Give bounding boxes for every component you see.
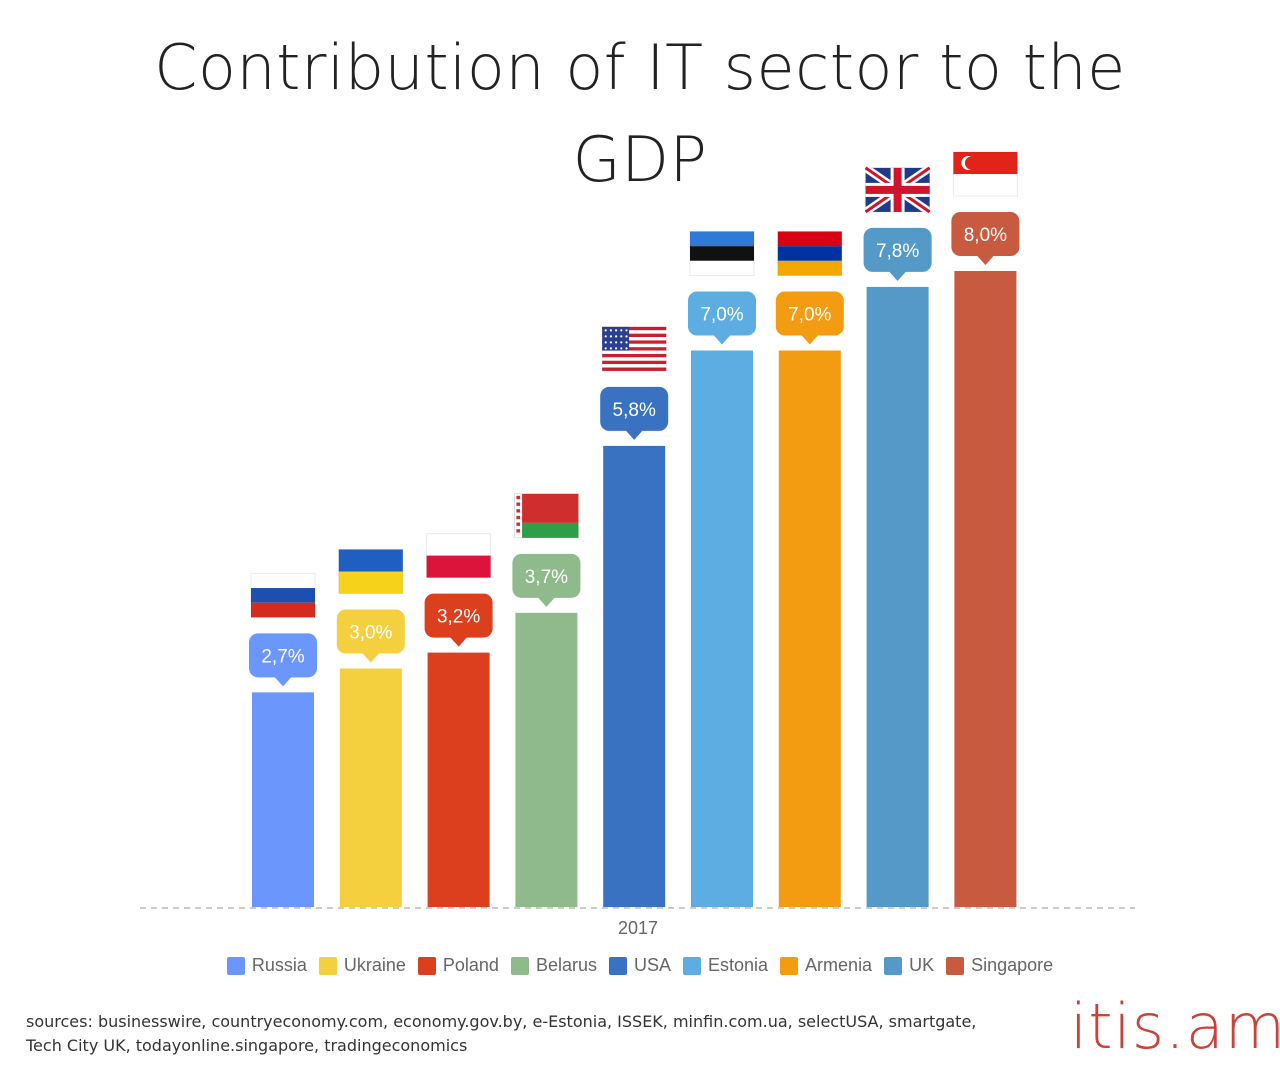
usa-flag-icon xyxy=(601,326,667,372)
bar-estonia xyxy=(691,350,753,907)
data-label-bubble xyxy=(336,609,405,654)
russia-flag-icon xyxy=(250,572,316,618)
legend-item-usa: USA xyxy=(608,955,671,976)
legend-item-singapore: Singapore xyxy=(946,955,1053,976)
data-label: 3,2% xyxy=(437,607,480,628)
poland-flag-icon xyxy=(426,533,492,579)
x-tick-label: 2017 xyxy=(618,918,658,938)
legend-label: UK xyxy=(909,955,935,975)
estonia-flag-icon xyxy=(689,231,755,276)
legend-swatch xyxy=(226,956,245,975)
data-label-pointer xyxy=(888,270,907,281)
sources-note: sources: businesswire, countryeconomy.co… xyxy=(26,1012,977,1055)
bar-poland xyxy=(427,652,490,907)
bar-belarus xyxy=(515,612,578,907)
data-label-bubble xyxy=(512,553,581,598)
data-label-pointer xyxy=(713,334,731,345)
data-label-pointer xyxy=(800,334,819,345)
legend-item-armenia: Armenia xyxy=(780,955,872,976)
belarus-flag-icon xyxy=(513,493,579,539)
legend-item-russia: Russia xyxy=(226,955,307,976)
legend-swatch xyxy=(780,956,799,975)
data-label-bubble xyxy=(863,227,932,272)
data-label-pointer xyxy=(537,596,556,607)
data-label: 7,8% xyxy=(876,241,919,262)
singapore-flag-icon xyxy=(952,151,1018,197)
bar-usa xyxy=(603,445,666,907)
legend-swatch xyxy=(417,956,436,975)
legend-swatch xyxy=(318,956,337,975)
data-label-bubble xyxy=(951,212,1020,256)
ukraine-flag-icon xyxy=(338,549,404,594)
chart-title: Contribution of IT sector to the GDP xyxy=(154,31,1126,196)
data-label: 3,7% xyxy=(525,567,568,588)
bar-ukraine xyxy=(339,668,402,907)
legend-item-estonia: Estonia xyxy=(683,955,768,976)
legend-label: Armenia xyxy=(805,955,873,975)
data-label-bubble xyxy=(688,291,756,336)
data-label: 5,8% xyxy=(613,400,656,421)
data-label-bubble xyxy=(249,633,317,678)
armenia-flag-icon xyxy=(777,231,843,276)
bar-russia xyxy=(252,692,314,907)
bar-uk xyxy=(866,286,929,907)
legend-label: Russia xyxy=(251,955,307,975)
data-label: 7,0% xyxy=(788,305,831,326)
legend-item-belarus: Belarus xyxy=(510,955,597,976)
data-label-bubble xyxy=(600,386,669,431)
data-label-bubble xyxy=(424,593,493,638)
data-label-pointer xyxy=(976,255,995,265)
legend-item-ukraine: Ukraine xyxy=(318,955,406,976)
legend: Russia Ukraine Poland Belarus USA Estonia Arme… xyxy=(0,955,1280,976)
data-label-pointer xyxy=(625,429,644,440)
legend-label: Belarus xyxy=(535,955,597,975)
legend-label: Poland xyxy=(442,955,499,975)
data-label-pointer xyxy=(274,676,292,687)
data-label-pointer xyxy=(449,636,468,647)
legend-swatch xyxy=(884,956,903,975)
data-label-pointer xyxy=(361,652,380,663)
legend-label: Estonia xyxy=(708,955,769,975)
bar-chart: 2017 2,7% 3,0% 3,2% 3,7% 5,8% 7,0% 7,0% 7,8% 8,0… xyxy=(140,151,1135,938)
legend-swatch xyxy=(608,956,627,975)
data-label: 2,7% xyxy=(261,646,304,667)
bar-singapore xyxy=(954,271,1017,907)
legend-swatch xyxy=(683,956,701,975)
legend-item-uk: UK xyxy=(884,955,934,976)
bars-group: 2,7% 3,0% 3,2% 3,7% 5,8% 7,0% 7,0% 7,8% 8,0% xyxy=(249,151,1020,907)
legend-label: Singapore xyxy=(971,955,1054,975)
legend-label: USA xyxy=(633,955,671,975)
legend-swatch xyxy=(946,956,965,975)
legend-swatch xyxy=(510,956,529,975)
data-label-bubble xyxy=(775,291,844,336)
legend-label: Ukraine xyxy=(343,955,406,975)
data-label: 7,0% xyxy=(700,305,743,326)
data-label: 8,0% xyxy=(964,225,1007,246)
uk-flag-icon xyxy=(863,164,932,216)
brand-logo: itis.am xyxy=(1070,990,1280,1063)
bar-armenia xyxy=(778,350,841,907)
data-label: 3,0% xyxy=(349,623,392,644)
legend-item-poland: Poland xyxy=(417,955,499,976)
